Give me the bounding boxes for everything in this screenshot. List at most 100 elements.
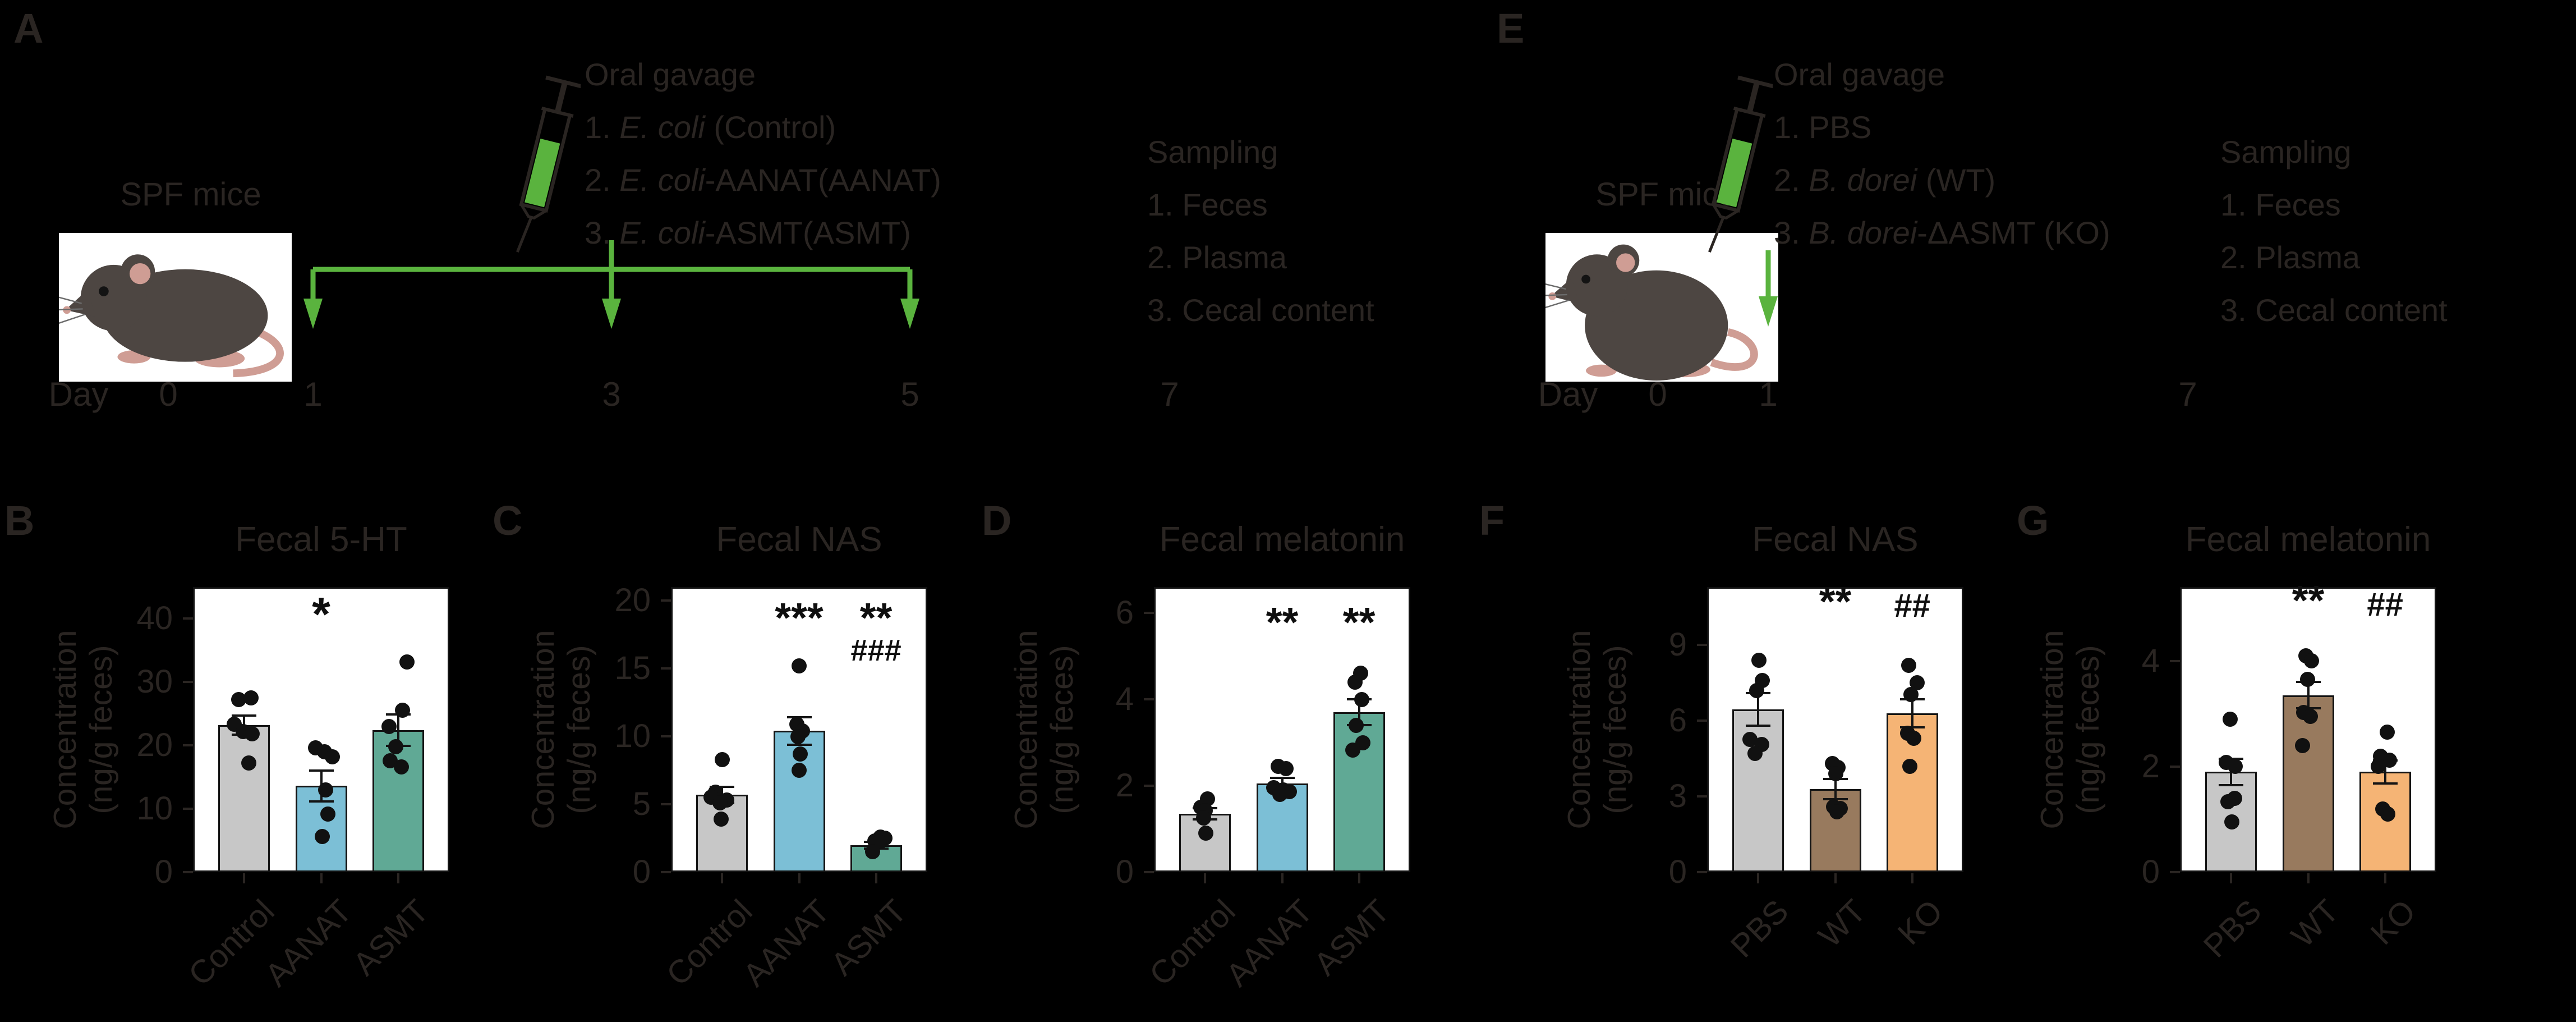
x-tick — [798, 873, 801, 883]
species-name-italic: E. coli — [619, 215, 705, 250]
y-axis-label-line: Concentration — [1561, 630, 1597, 829]
bar-wt — [2282, 695, 2334, 870]
y-tick-label: 3 — [1668, 778, 1687, 815]
mouse-snout — [1551, 278, 1580, 304]
error-bar-cap-bottom — [786, 743, 812, 746]
data-point — [244, 726, 260, 742]
y-tick — [1697, 719, 1707, 722]
bar-control — [218, 725, 270, 870]
sampling-block-a: Sampling 1. Feces 2. Plasma 3. Cecal conte… — [1147, 126, 1374, 337]
sampling-block-e: Sampling 1. Feces 2. Plasma 3. Cecal conte… — [2220, 126, 2448, 337]
significance-marker: *** — [775, 594, 824, 641]
day-number-7: 7 — [2178, 375, 2197, 413]
syringe-icon-a — [516, 75, 581, 253]
gavage-arrow-day5 — [900, 269, 919, 329]
y-axis-label-line: Concentration — [525, 630, 561, 829]
sampling-item: 2. Plasma — [2220, 240, 2360, 275]
error-bar-whisker — [1757, 693, 1760, 726]
y-tick-label: 2 — [1115, 767, 1134, 804]
syringe-liquid — [1717, 138, 1752, 208]
day-number-0: 0 — [159, 375, 178, 413]
data-point — [318, 782, 333, 798]
day-number-7: 7 — [1160, 375, 1179, 413]
sampling-items-a: 1. Feces 2. Plasma 3. Cecal content — [1147, 178, 1374, 337]
y-tick — [661, 871, 671, 873]
gavage-item-text: 2. — [1774, 162, 1809, 198]
data-point — [2380, 806, 2396, 822]
gavage-item-text: -AANAT(AANAT) — [705, 162, 941, 198]
bar-pbs — [1732, 709, 1784, 870]
y-tick — [661, 803, 671, 806]
mouse-image-e — [1545, 233, 1778, 382]
y-tick-label: 20 — [614, 582, 651, 619]
day-word: Day — [1538, 375, 1598, 413]
significance-marker: ** — [2292, 577, 2325, 624]
gavage-item-text: 2. — [585, 162, 620, 198]
gavage-item: 3. E. coli-ASMT(ASMT) — [585, 207, 941, 259]
x-tick — [1757, 873, 1760, 883]
mouse-ear-inner — [1616, 253, 1635, 272]
mouse-whiskers — [1545, 283, 1570, 309]
y-tick-label: 4 — [1115, 681, 1134, 718]
y-tick-label: 30 — [136, 663, 173, 700]
day-number-5: 5 — [900, 375, 919, 413]
chart-title: Fecal NAS — [1752, 520, 1919, 559]
mouse-nose — [1548, 292, 1557, 300]
species-name-italic: E. coli — [619, 162, 705, 198]
mouse-eye — [1581, 274, 1590, 284]
data-point — [2220, 794, 2235, 810]
y-tick — [661, 599, 671, 602]
y-tick — [183, 808, 193, 810]
significance-marker: * — [312, 588, 330, 641]
error-bar-whisker — [2307, 682, 2310, 709]
syringe-liquid — [525, 138, 560, 208]
data-point — [325, 749, 340, 765]
data-point — [714, 751, 730, 767]
gavage-title-a: Oral gavage — [585, 57, 756, 92]
mouse-tail — [1710, 328, 1758, 371]
panel-e: E SPF mice Oral gavage 1. — [1459, 0, 2576, 494]
sampling-item: 1. Feces — [1147, 187, 1268, 222]
data-point — [712, 795, 728, 811]
error-bar-whisker — [1911, 699, 1913, 727]
panel-c-letter: C — [493, 497, 523, 544]
y-axis-label-line: Concentration — [1008, 630, 1044, 829]
data-point — [381, 718, 397, 734]
x-tick — [1204, 873, 1207, 883]
data-point — [1829, 804, 1844, 819]
mouse-eye — [99, 286, 109, 296]
data-point — [399, 654, 415, 670]
bar-wt — [1809, 789, 1861, 870]
y-tick-label: 20 — [136, 727, 173, 764]
sampling-item: 3. Cecal content — [1147, 292, 1374, 328]
gavage-items-e: 1. PBS 2. B. dorei (WT) 3. B. dorei-ΔASMT … — [1774, 101, 2110, 259]
gavage-block-e: Oral gavage 1. PBS 2. B. dorei (WT) 3. B. … — [1774, 48, 2110, 259]
panel-e-letter: E — [1497, 5, 1525, 52]
gavage-item-text: 1. PBS — [1774, 109, 1872, 145]
sampling-title-a: Sampling — [1147, 134, 1278, 169]
y-tick-label: 0 — [1668, 854, 1687, 890]
panel-a: A SPF mice Oral gavage 1. — [0, 0, 1459, 494]
data-point — [1195, 810, 1211, 826]
y-axis-label-line: Concentration — [47, 630, 83, 829]
data-point — [1906, 731, 1922, 746]
bar-control — [1179, 814, 1231, 870]
charts-row: B Fecal 5-HT Concentration (ng/g feces) 0 10 2… — [4, 497, 2436, 993]
error-bar-cap-top — [309, 769, 334, 772]
error-bar-whisker — [1358, 699, 1360, 726]
data-point — [1751, 652, 1767, 668]
bar-ko — [1886, 713, 1938, 870]
error-bar-cap-bottom — [1746, 725, 1771, 727]
gavage-item-text: (Control) — [705, 109, 836, 145]
black-mouse-icon — [1545, 244, 1758, 381]
chart-title: Fecal 5-HT — [235, 520, 407, 559]
error-bar-whisker — [1834, 778, 1837, 799]
significance-marker: ** — [1266, 599, 1299, 646]
timeline-a — [303, 240, 919, 329]
error-bar-cap-top — [710, 785, 735, 788]
gavage-arrow-day3 — [602, 269, 621, 329]
black-mouse-icon — [59, 254, 284, 378]
y-tick — [1144, 871, 1154, 873]
day-word: Day — [48, 375, 109, 413]
x-tick — [320, 873, 323, 883]
